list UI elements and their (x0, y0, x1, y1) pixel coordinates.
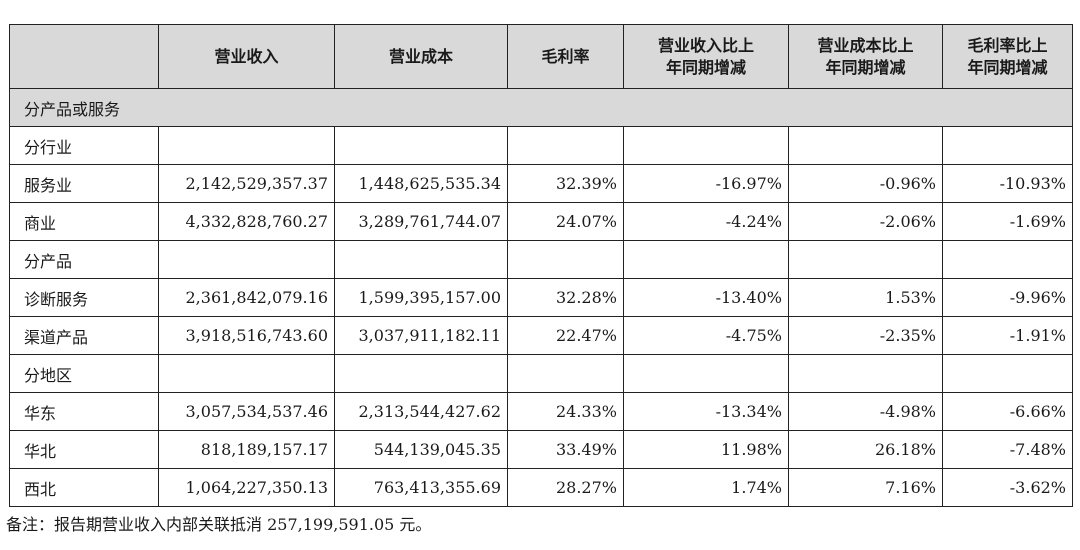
value-cell: -0.96% (788, 164, 943, 203)
table-row: 商业 4,332,828,760.27 3,289,761,744.07 24.07%… (9, 202, 1073, 241)
group-row: 分产品 (9, 240, 1073, 279)
table-row: 服务业 2,142,529,357.37 1,448,625,535.34 32.39… (9, 164, 1073, 203)
value-cell: 818,189,157.17 (158, 430, 335, 469)
value-cell: -10.93% (942, 164, 1073, 203)
value-cell: -16.97% (623, 164, 789, 203)
group-row: 分地区 (9, 354, 1073, 393)
table-header-row: 营业收入 营业成本 毛利率 营业收入比上 年同期增减 营业成本比上 年同期增减 毛利… (9, 24, 1073, 89)
empty-cell (334, 126, 508, 165)
row-label: 华东 (9, 392, 159, 431)
empty-cell (942, 354, 1073, 393)
empty-cell (507, 240, 624, 279)
empty-cell (334, 240, 508, 279)
value-cell: 1,064,227,350.13 (158, 468, 335, 507)
value-cell: -2.06% (788, 202, 943, 241)
table-row: 华东 3,057,534,537.46 2,313,544,427.62 24.33%… (9, 392, 1073, 431)
header-cell-margin-yoy: 毛利率比上 年同期增减 (942, 24, 1073, 89)
empty-cell (942, 240, 1073, 279)
footnote: 备注：报告期营业收入内部关联抵消 257,199,591.05 元。 (6, 515, 432, 534)
table-body: 分产品或服务 分行业 服务业 2,142,529,357.37 1,448,625,5… (9, 88, 1073, 507)
value-cell: 24.07% (507, 202, 624, 241)
value-cell: 2,313,544,427.62 (334, 392, 508, 431)
row-label: 西北 (9, 468, 159, 507)
empty-cell (334, 354, 508, 393)
header-cell-revenue-yoy: 营业收入比上 年同期增减 (623, 24, 789, 89)
group-title: 分行业 (9, 126, 159, 165)
value-cell: 1.74% (623, 468, 789, 507)
value-cell: 32.28% (507, 278, 624, 317)
row-label: 诊断服务 (9, 278, 159, 317)
table-row: 西北 1,064,227,350.13 763,413,355.69 28.27% 1.… (9, 468, 1073, 507)
header-cell-gross-margin: 毛利率 (507, 24, 624, 89)
value-cell: -1.69% (942, 202, 1073, 241)
row-label: 华北 (9, 430, 159, 469)
value-cell: -3.62% (942, 468, 1073, 507)
table-row: 华北 818,189,157.17 544,139,045.35 33.49% 11.9… (9, 430, 1073, 469)
empty-cell (942, 126, 1073, 165)
value-cell: -2.35% (788, 316, 943, 355)
value-cell: 2,142,529,357.37 (158, 164, 335, 203)
financial-table: 营业收入 营业成本 毛利率 营业收入比上 年同期增减 营业成本比上 年同期增减 毛利… (9, 24, 1073, 507)
value-cell: -4.24% (623, 202, 789, 241)
empty-cell (158, 354, 335, 393)
value-cell: -9.96% (942, 278, 1073, 317)
empty-cell (788, 354, 943, 393)
value-cell: 1,599,395,157.00 (334, 278, 508, 317)
value-cell: -4.98% (788, 392, 943, 431)
group-title: 分产品 (9, 240, 159, 279)
table-row: 渠道产品 3,918,516,743.60 3,037,911,182.11 22.4… (9, 316, 1073, 355)
value-cell: 1.53% (788, 278, 943, 317)
value-cell: -1.91% (942, 316, 1073, 355)
empty-cell (507, 354, 624, 393)
value-cell: 24.33% (507, 392, 624, 431)
value-cell: 2,361,842,079.16 (158, 278, 335, 317)
empty-cell (623, 240, 789, 279)
header-cell-revenue: 营业收入 (158, 24, 335, 89)
value-cell: 3,037,911,182.11 (334, 316, 508, 355)
section-row: 分产品或服务 (9, 88, 1073, 127)
empty-cell (788, 240, 943, 279)
value-cell: 26.18% (788, 430, 943, 469)
row-label: 渠道产品 (9, 316, 159, 355)
value-cell: -4.75% (623, 316, 789, 355)
empty-cell (158, 126, 335, 165)
value-cell: 7.16% (788, 468, 943, 507)
value-cell: 544,139,045.35 (334, 430, 508, 469)
value-cell: 22.47% (507, 316, 624, 355)
value-cell: 32.39% (507, 164, 624, 203)
group-row: 分行业 (9, 126, 1073, 165)
value-cell: 1,448,625,535.34 (334, 164, 508, 203)
section-title: 分产品或服务 (9, 88, 1073, 127)
header-cell-cost-yoy: 营业成本比上 年同期增减 (788, 24, 943, 89)
row-label: 服务业 (9, 164, 159, 203)
value-cell: -13.34% (623, 392, 789, 431)
value-cell: -13.40% (623, 278, 789, 317)
value-cell: 3,057,534,537.46 (158, 392, 335, 431)
empty-cell (623, 354, 789, 393)
table-row: 诊断服务 2,361,842,079.16 1,599,395,157.00 32.2… (9, 278, 1073, 317)
value-cell: -7.48% (942, 430, 1073, 469)
value-cell: 4,332,828,760.27 (158, 202, 335, 241)
empty-cell (158, 240, 335, 279)
value-cell: 3,918,516,743.60 (158, 316, 335, 355)
value-cell: 763,413,355.69 (334, 468, 508, 507)
empty-cell (507, 126, 624, 165)
header-cell-blank (9, 24, 159, 89)
value-cell: 11.98% (623, 430, 789, 469)
group-title: 分地区 (9, 354, 159, 393)
value-cell: 3,289,761,744.07 (334, 202, 508, 241)
row-label: 商业 (9, 202, 159, 241)
value-cell: 28.27% (507, 468, 624, 507)
header-cell-cost: 营业成本 (334, 24, 508, 89)
empty-cell (623, 126, 789, 165)
empty-cell (788, 126, 943, 165)
value-cell: -6.66% (942, 392, 1073, 431)
value-cell: 33.49% (507, 430, 624, 469)
